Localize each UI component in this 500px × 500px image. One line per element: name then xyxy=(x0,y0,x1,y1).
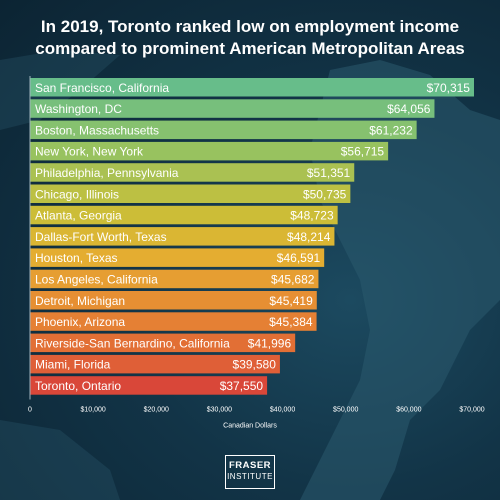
bar-value-label: $50,735 xyxy=(303,187,347,201)
fraser-institute-logo: FRASER INSTITUTE xyxy=(225,455,275,489)
bar-value-label: $70,315 xyxy=(427,81,471,95)
bar-category-label: Houston, Texas xyxy=(35,251,118,265)
bar-category-label: Detroit, Michigan xyxy=(35,294,125,308)
x-tick-label: 0 xyxy=(28,407,32,414)
bar-category-label: Riverside-San Bernardino, California xyxy=(35,336,230,350)
bar xyxy=(30,205,338,225)
x-tick-label: $40,000 xyxy=(270,407,295,414)
bar xyxy=(30,291,317,310)
x-tick-label: $10,000 xyxy=(80,407,105,414)
bar xyxy=(30,141,389,161)
x-tick-label: $30,000 xyxy=(207,407,232,414)
bar-category-label: Atlanta, Georgia xyxy=(35,209,122,223)
bar xyxy=(30,227,335,246)
chart-title: In 2019, Toronto ranked low on employmen… xyxy=(35,17,465,58)
bar xyxy=(30,354,280,374)
bar-value-label: $46,591 xyxy=(277,251,321,265)
bar-value-label: $45,419 xyxy=(269,294,313,308)
bar-category-label: Los Angeles, California xyxy=(35,272,158,286)
bar-value-label: $48,214 xyxy=(287,230,331,244)
x-axis-label: Canadian Dollars xyxy=(223,423,277,430)
bar-value-label: $56,715 xyxy=(341,145,385,159)
bar-category-label: Boston, Massachusetts xyxy=(35,123,159,137)
x-tick-label: $60,000 xyxy=(396,407,421,414)
x-tick-label: $50,000 xyxy=(333,407,358,414)
logo-line1: FRASER xyxy=(228,460,272,471)
bar-value-label: $41,996 xyxy=(248,336,292,350)
bar xyxy=(30,184,351,203)
bar xyxy=(30,376,268,395)
x-tick-label: $20,000 xyxy=(144,407,169,414)
bar xyxy=(30,248,325,267)
bar-category-label: San Francisco, California xyxy=(35,81,169,95)
bar xyxy=(30,163,355,182)
bar-category-label: Toronto, Ontario xyxy=(35,379,121,393)
bar-category-label: Miami, Florida xyxy=(35,358,111,372)
bar-value-label: $64,056 xyxy=(387,102,431,116)
bar-value-label: $48,723 xyxy=(290,209,334,223)
bar-value-label: $45,384 xyxy=(269,315,313,329)
bar xyxy=(30,120,417,140)
bar xyxy=(30,333,296,353)
bar-category-label: Philadelphia, Pennsylvania xyxy=(35,166,179,180)
bar xyxy=(30,78,474,97)
bar-category-label: Chicago, Illinois xyxy=(35,187,119,201)
bar-category-label: Washington, DC xyxy=(35,102,122,116)
bar-value-label: $51,351 xyxy=(307,166,351,180)
bar-category-label: Phoenix, Arizona xyxy=(35,315,125,329)
bar-category-label: Dallas-Fort Worth, Texas xyxy=(35,230,167,244)
x-tick-label: $70,000 xyxy=(459,407,484,414)
bar-category-label: New York, New York xyxy=(35,145,144,159)
bar-value-label: $37,550 xyxy=(220,379,264,393)
logo-line2: INSTITUTE xyxy=(227,472,273,481)
bar xyxy=(30,312,317,331)
bar-value-label: $61,232 xyxy=(369,123,413,137)
bar-value-label: $39,580 xyxy=(233,358,277,372)
bar xyxy=(30,99,435,118)
bar-value-label: $45,682 xyxy=(271,272,315,286)
bar xyxy=(30,269,319,289)
